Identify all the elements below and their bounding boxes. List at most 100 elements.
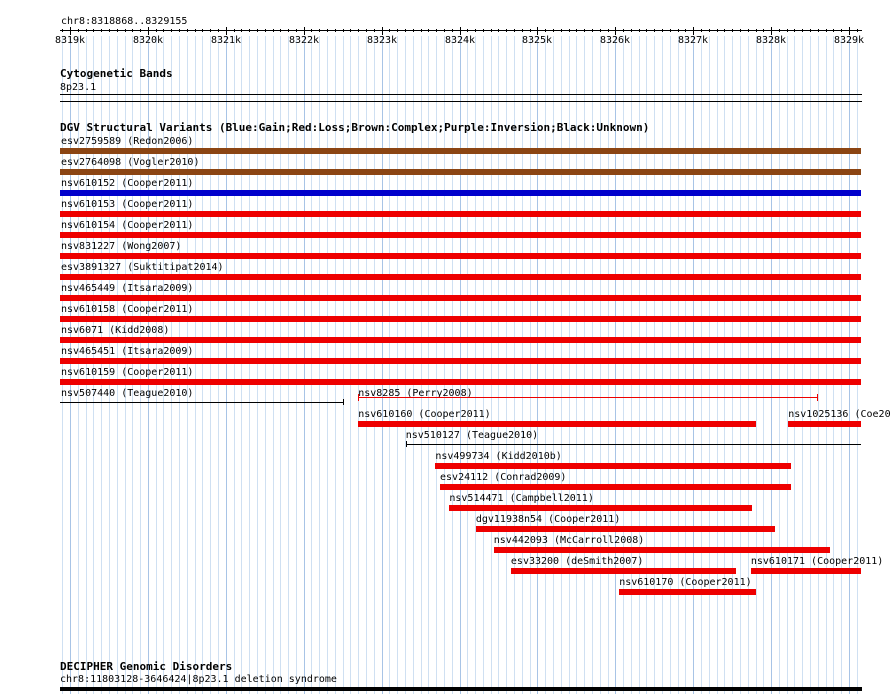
- dgv-feature-label[interactable]: dgv11938n54 (Cooper2011): [475, 514, 621, 525]
- dgv-feature-label[interactable]: nsv610153 (Cooper2011): [61, 199, 194, 210]
- ruler-minor-tick: [584, 29, 585, 32]
- dgv-feature-bar[interactable]: [60, 232, 862, 238]
- decipher-feature-label[interactable]: chr8:11803128-3646424|8p23.1 deletion sy…: [60, 674, 337, 685]
- ruler-major-tick: [615, 27, 616, 35]
- ruler-minor-tick: [187, 29, 188, 32]
- dgv-feature-bar[interactable]: [60, 402, 345, 403]
- ruler-minor-tick: [117, 29, 118, 32]
- ruler-minor-tick: [210, 29, 211, 32]
- dgv-feature-label[interactable]: nsv499734 (Kidd2010b): [435, 451, 562, 462]
- dgv-feature-endcap: [358, 394, 360, 401]
- dgv-feature-label[interactable]: nsv831227 (Wong2007): [61, 241, 182, 252]
- ruler-region-label: chr8:8318868..8329155: [61, 16, 188, 27]
- ruler-minor-tick: [678, 29, 679, 32]
- ruler-axis-line: [60, 30, 862, 31]
- ruler-minor-tick: [670, 29, 671, 32]
- dgv-feature-label[interactable]: esv2764098 (Vogler2010): [61, 157, 200, 168]
- ruler-minor-tick: [787, 29, 788, 32]
- dgv-feature-bar[interactable]: [60, 358, 862, 364]
- dgv-feature-label[interactable]: esv33200 (deSmith2007): [510, 556, 644, 567]
- dgv-feature-bar[interactable]: [60, 316, 862, 322]
- ruler-minor-tick: [421, 29, 422, 32]
- dgv-feature-label[interactable]: nsv610159 (Cooper2011): [61, 367, 194, 378]
- dgv-feature-bar[interactable]: [619, 589, 756, 595]
- dgv-feature-bar[interactable]: [449, 505, 753, 511]
- dgv-feature-bar[interactable]: [60, 274, 862, 280]
- decipher-feature-bar[interactable]: [60, 687, 862, 691]
- dgv-feature-label[interactable]: nsv6071 (Kidd2008): [61, 325, 170, 336]
- dgv-feature-endcap: [343, 399, 345, 405]
- ruler-minor-tick: [327, 29, 328, 32]
- cytoband-label[interactable]: 8p23.1: [60, 82, 97, 93]
- ruler-minor-tick: [218, 29, 219, 32]
- ruler-minor-tick: [86, 29, 87, 32]
- ruler-minor-tick: [265, 29, 266, 32]
- dgv-feature-bar[interactable]: [510, 568, 737, 574]
- ruler-minor-tick: [545, 29, 546, 32]
- dgv-feature-label[interactable]: nsv510127 (Teague2010): [405, 430, 539, 441]
- dgv-feature-bar[interactable]: [60, 211, 862, 217]
- dgv-feature-label[interactable]: esv2759589 (Redon2006): [61, 136, 194, 147]
- dgv-feature-label[interactable]: nsv465451 (Itsara2009): [61, 346, 194, 357]
- dgv-feature-bar[interactable]: [60, 337, 862, 343]
- ruler-minor-tick: [343, 29, 344, 32]
- dgv-feature-bar[interactable]: [60, 148, 862, 154]
- ruler-minor-tick: [756, 29, 757, 32]
- dgv-feature-bar[interactable]: [405, 444, 862, 445]
- dgv-feature-label[interactable]: nsv507440 (Teague2010): [61, 388, 194, 399]
- dgv-feature-label[interactable]: nsv514471 (Campbell2011): [449, 493, 594, 504]
- dgv-feature-label[interactable]: nsv610158 (Cooper2011): [61, 304, 194, 315]
- ruler-minor-tick: [841, 29, 842, 32]
- ruler-minor-tick: [553, 29, 554, 32]
- dgv-feature-label[interactable]: nsv610171 (Cooper2011): [750, 556, 884, 567]
- dgv-feature-bar[interactable]: [475, 526, 775, 532]
- dgv-feature-bar[interactable]: [60, 169, 862, 175]
- dgv-feature-bar[interactable]: [60, 295, 862, 301]
- ruler-minor-tick: [576, 29, 577, 32]
- ruler-minor-tick: [748, 29, 749, 32]
- dgv-feature-label[interactable]: nsv610170 (Cooper2011): [619, 577, 752, 588]
- dgv-feature-bar[interactable]: [493, 547, 831, 553]
- dgv-feature-bar[interactable]: [60, 190, 862, 196]
- ruler-major-tick: [226, 27, 227, 35]
- ruler-minor-tick: [810, 29, 811, 32]
- ruler-minor-tick: [724, 29, 725, 32]
- dgv-feature-label[interactable]: nsv8285 (Perry2008): [358, 388, 473, 399]
- ruler-minor-tick: [506, 29, 507, 32]
- ruler-minor-tick: [358, 29, 359, 32]
- ruler-minor-tick: [522, 29, 523, 32]
- dgv-feature-label[interactable]: esv24112 (Conrad2009): [440, 472, 567, 483]
- ruler-minor-tick: [654, 29, 655, 32]
- dgv-feature-label[interactable]: nsv610154 (Cooper2011): [61, 220, 194, 231]
- dgv-feature-label[interactable]: esv3891327 (Suktitipat2014): [61, 262, 224, 273]
- dgv-feature-bar[interactable]: [788, 421, 862, 427]
- ruler-minor-tick: [561, 29, 562, 32]
- dgv-track-title: DGV Structural Variants (Blue:Gain;Red:L…: [60, 121, 650, 134]
- dgv-feature-bar[interactable]: [60, 379, 862, 385]
- dgv-feature-bar[interactable]: [60, 253, 862, 259]
- dgv-feature-label[interactable]: nsv465449 (Itsara2009): [61, 283, 194, 294]
- dgv-feature-label[interactable]: nsv442093 (McCarroll2008): [493, 535, 645, 546]
- dgv-feature-label[interactable]: nsv610152 (Cooper2011): [61, 178, 194, 189]
- ruler-minor-tick: [156, 29, 157, 32]
- ruler-minor-tick: [78, 29, 79, 32]
- dgv-feature-bar[interactable]: [750, 568, 862, 574]
- ruler-minor-tick: [608, 29, 609, 32]
- dgv-feature-endcap: [817, 394, 819, 401]
- ruler-minor-tick: [241, 29, 242, 32]
- ruler-minor-tick: [709, 29, 710, 32]
- ruler-minor-tick: [249, 29, 250, 32]
- dgv-feature-bar[interactable]: [358, 397, 818, 398]
- dgv-feature-label[interactable]: nsv1025136 (Coe20: [788, 409, 890, 420]
- ruler-major-tick: [304, 27, 305, 35]
- dgv-feature-label[interactable]: nsv610160 (Cooper2011): [358, 409, 491, 420]
- ruler-minor-tick: [428, 29, 429, 32]
- dgv-feature-bar[interactable]: [358, 421, 756, 427]
- dgv-feature-endcap: [405, 441, 407, 447]
- dgv-feature-bar[interactable]: [440, 484, 791, 490]
- ruler-minor-tick: [662, 29, 663, 32]
- ruler-tick-label: 8321k: [210, 35, 242, 46]
- ruler-major-tick: [70, 27, 71, 35]
- ruler-minor-tick: [794, 29, 795, 32]
- dgv-feature-bar[interactable]: [435, 463, 791, 469]
